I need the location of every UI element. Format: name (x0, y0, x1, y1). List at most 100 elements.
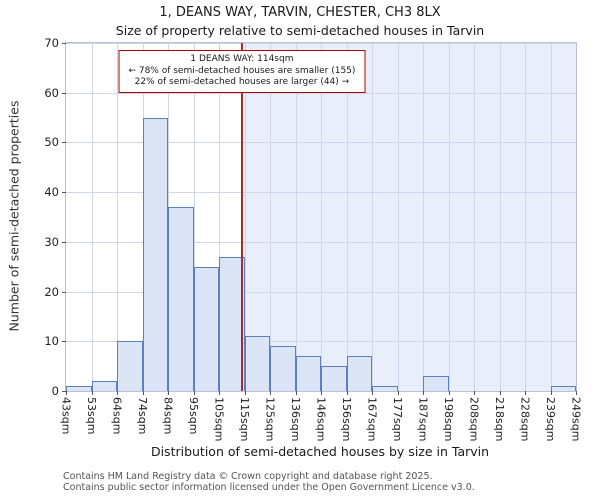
x-tick-mark (525, 391, 526, 395)
v-gridline (397, 43, 399, 391)
x-tick-mark (270, 391, 271, 395)
v-gridline (525, 43, 526, 391)
property-size-marker-line (240, 43, 243, 391)
x-tick-label: 125sqm (263, 397, 277, 442)
x-tick-mark (372, 391, 373, 395)
x-tick-mark (397, 391, 399, 395)
x-tick-label: 156sqm (340, 397, 353, 442)
annotation-box: 1 DEANS WAY: 114sqm ← 78% of semi-detach… (118, 50, 366, 93)
x-tick-mark (142, 391, 144, 395)
x-tick-label: 136sqm (289, 397, 302, 442)
y-tick-label: 40 (44, 185, 59, 200)
chart-title: 1, DEANS WAY, TARVIN, CHESTER, CH3 8LX (159, 5, 441, 20)
v-gridline (117, 43, 118, 391)
y-tick-mark (62, 43, 66, 44)
x-tick-mark (168, 391, 169, 395)
v-gridline (346, 43, 348, 391)
histogram-bar (66, 386, 92, 391)
x-tick-label: 74sqm (136, 397, 149, 435)
y-tick-label: 10 (44, 334, 59, 349)
footer-line: Contains public sector information licen… (63, 482, 475, 493)
histogram-bar (321, 366, 347, 391)
y-tick-label: 60 (44, 85, 59, 100)
y-tick-mark (62, 142, 66, 144)
plot-area: 1 DEANS WAY: 114sqm ← 78% of semi-detach… (44, 36, 582, 441)
x-tick-label: 239sqm (544, 397, 557, 442)
histogram-bar (117, 341, 143, 391)
v-gridline (321, 43, 322, 391)
y-tick-label: 30 (44, 234, 59, 249)
v-gridline (193, 43, 195, 391)
histogram-bar (244, 336, 270, 391)
histogram-bar (142, 117, 168, 391)
larger-than-property-shade (241, 43, 576, 391)
x-tick-label: 84sqm (161, 397, 175, 435)
x-tick-mark (474, 391, 475, 395)
x-tick-label: 64sqm (110, 397, 124, 435)
v-gridline (550, 43, 552, 391)
y-axis-title: Number of semi-detached properties (6, 100, 22, 332)
x-tick-mark (321, 391, 322, 395)
histogram-bar (168, 207, 194, 391)
histogram-bar (193, 266, 219, 391)
chart-subtitle: Size of property relative to semi-detach… (115, 23, 485, 38)
histogram-bar (423, 376, 449, 391)
histogram-bar (270, 346, 296, 391)
x-tick-label: 228sqm (518, 397, 532, 442)
x-axis-title: Distribution of semi-detached houses by … (150, 444, 490, 459)
v-gridline (270, 43, 271, 391)
y-tick-label: 20 (44, 284, 59, 299)
v-gridline (91, 43, 93, 391)
v-gridline (219, 43, 220, 391)
histogram-bar (346, 356, 372, 391)
x-tick-mark (91, 391, 93, 395)
x-tick-label: 43sqm (59, 397, 73, 435)
footer-line: Contains HM Land Registry data © Crown c… (63, 471, 433, 482)
y-tick-mark (62, 92, 66, 94)
v-gridline (474, 43, 475, 391)
y-tick-label: 70 (44, 36, 59, 50)
v-gridline (372, 43, 373, 391)
v-gridline (448, 43, 450, 391)
x-tick-mark (550, 391, 552, 395)
y-tick-mark (62, 391, 66, 392)
y-tick-mark (62, 192, 66, 194)
histogram-bar (372, 386, 398, 391)
x-tick-mark (66, 391, 67, 395)
x-tick-mark (576, 391, 577, 395)
x-tick-mark (423, 391, 424, 395)
v-gridline (244, 43, 246, 391)
y-tick-mark (62, 241, 66, 243)
x-tick-label: 249sqm (569, 397, 583, 442)
y-tick-mark (62, 341, 66, 343)
attribution-footer: Contains HM Land Registry data © Crown c… (63, 471, 475, 493)
x-tick-mark (346, 391, 348, 395)
v-gridline (499, 43, 501, 391)
v-gridline (423, 43, 424, 391)
y-tick-label: 50 (44, 135, 59, 150)
x-tick-label: 177sqm (391, 397, 404, 442)
x-tick-mark (295, 391, 297, 395)
x-tick-mark (219, 391, 220, 395)
x-tick-label: 187sqm (416, 397, 430, 442)
x-tick-label: 105sqm (212, 397, 226, 442)
x-tick-label: 115sqm (238, 397, 251, 442)
histogram-bar (550, 386, 576, 391)
x-tick-mark (117, 391, 118, 395)
v-gridline (295, 43, 297, 391)
x-tick-mark (499, 391, 501, 395)
x-tick-label: 53sqm (85, 397, 98, 435)
x-tick-label: 95sqm (187, 397, 200, 435)
x-tick-label: 167sqm (365, 397, 379, 442)
y-tick-mark (62, 291, 66, 293)
x-tick-label: 146sqm (314, 397, 328, 442)
histogram-bar (295, 356, 321, 391)
x-tick-mark (244, 391, 246, 395)
x-tick-mark (448, 391, 450, 395)
histogram-bar (219, 256, 245, 391)
y-tick-label: 0 (51, 384, 59, 398)
x-tick-label: 208sqm (467, 397, 481, 442)
x-tick-label: 218sqm (493, 397, 506, 442)
annotation-smaller-line: ← 78% of semi-detached houses are smalle… (128, 65, 356, 76)
